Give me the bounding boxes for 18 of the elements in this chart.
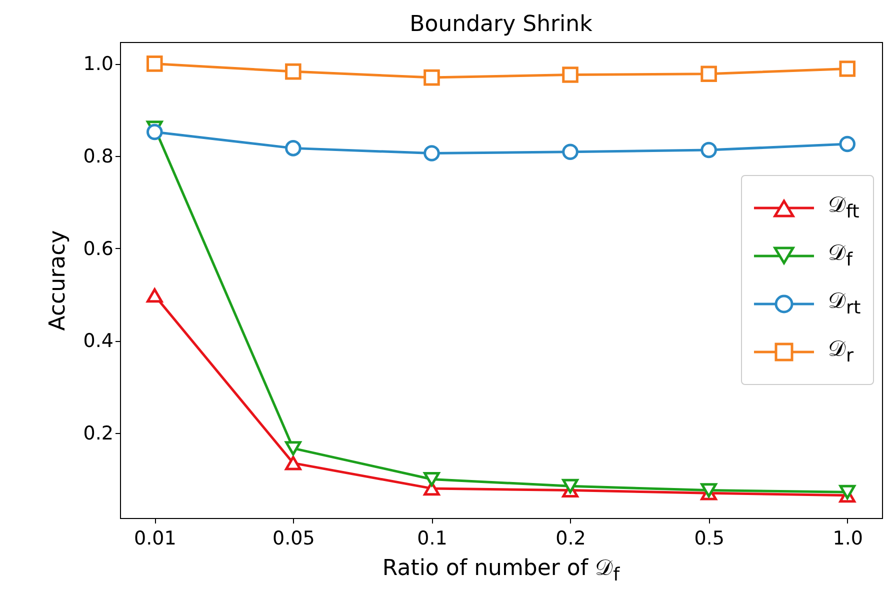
x-tick-label: 1.0 (832, 528, 863, 550)
chart-title: Boundary Shrink (410, 12, 593, 37)
y-tick-label: 0.4 (83, 330, 114, 352)
legend-label: 𝒟$_{ft}$ (828, 193, 860, 223)
y-tick-label: 0.6 (83, 238, 114, 260)
x-axis-title: Ratio of number of 𝒟$_{f}$ (381, 556, 621, 586)
x-tick-label: 0.05 (272, 528, 315, 550)
x-tick-label: 0.01 (134, 528, 176, 550)
x-tick-label: 0.1 (417, 528, 448, 550)
legend-label: 𝒟$_{f}$ (828, 241, 852, 271)
y-axis-title: Accuracy (45, 230, 70, 331)
y-tick-label: 1.0 (83, 53, 114, 76)
x-tick-label: 0.5 (694, 528, 724, 550)
legend-label: 𝒟$_{r}$ (828, 337, 854, 367)
y-tick-label: 0.8 (83, 146, 114, 168)
x-tick-label: 0.2 (556, 528, 586, 550)
legend-label: 𝒟$_{rt}$ (828, 289, 861, 319)
y-tick-label: 0.2 (83, 422, 114, 445)
